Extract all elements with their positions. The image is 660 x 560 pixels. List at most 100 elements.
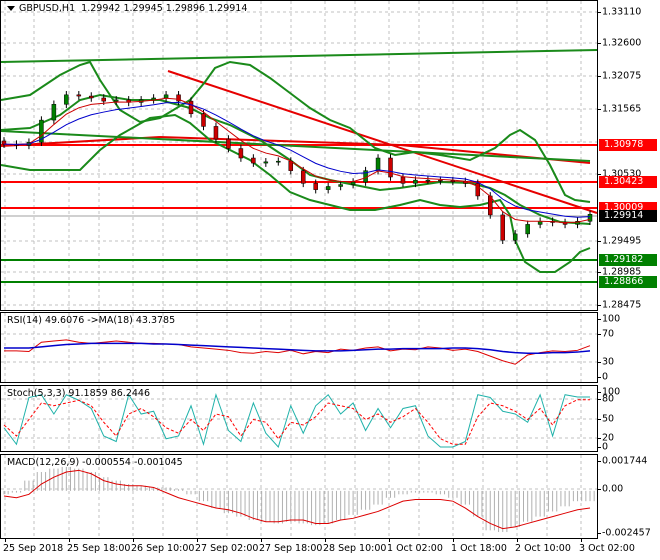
axis-tick [598,334,601,335]
time-axis-label: 1 Oct 02:00 [387,543,443,554]
stochastic-pane[interactable]: Stoch(5,3,3) 91.1859 86.2446 [0,385,598,452]
bullish-candle [575,220,580,225]
bearish-candle [400,176,406,184]
bullish-candle [113,99,119,102]
bearish-candle [226,138,231,149]
rsi-ma-line [4,342,591,354]
bullish-candle [350,181,356,185]
stoch-main-line [3,393,590,448]
bollinger-upper [0,60,591,203]
stoch-axis-label: 0 [602,441,609,453]
green-trendline [0,49,598,63]
macd-signal-line [3,469,591,530]
time-axis-label: 27 Sep 18:00 [259,543,323,554]
price-axis-label: 1.29495 [602,235,642,247]
macd-axis-label: 0.001744 [602,455,648,467]
axis-tick [598,76,601,77]
stoch-signal-line [3,399,590,445]
stoch-axis-label: 100 [602,386,621,398]
bearish-candle [176,94,181,102]
time-axis-label: 26 Sep 10:00 [131,543,195,554]
axis-tick [598,533,601,534]
time-axis-label: 3 Oct 02:00 [579,543,635,554]
price-level-tag: 1.30423 [599,176,657,188]
price-axis-label: 1.28985 [602,266,642,278]
rsi-title: RSI(14) 49.6076 ->MA(18) 43.3785 [7,315,176,326]
moving-average-fast [3,97,591,224]
bearish-candle [388,157,393,178]
rsi-axis-label: 0 [602,371,609,383]
time-tick [517,538,518,542]
axis-tick [598,438,601,439]
price-axis-label: 1.32600 [602,37,642,49]
axis-tick [598,241,601,242]
time-axis-label: 2 Oct 10:00 [515,543,571,554]
macd-pane[interactable]: MACD(12,26,9) -0.000554 -0.001045 [0,454,598,539]
bullish-candle [413,179,418,184]
price-axis-label: 1.33110 [602,6,642,18]
bullish-candle [39,119,44,143]
axis-tick [598,399,601,400]
symbol-title: GBPUSD,H1 [19,3,76,14]
price-axis-label: 1.31565 [602,103,642,115]
axis-tick [598,419,601,420]
bullish-candle [512,233,518,241]
stoch-title: Stoch(5,3,3) 91.1859 86.2446 [7,388,151,399]
time-tick [389,538,390,542]
bullish-candle [325,186,331,190]
bearish-candle [89,95,94,99]
macd-axis-label: 0.00 [602,483,624,495]
bearish-candle [438,179,443,182]
time-tick [453,538,454,542]
bearish-candle [251,157,256,164]
rsi-pane[interactable]: RSI(14) 49.6076 ->MA(18) 43.3785 [0,312,598,383]
time-tick [325,538,326,542]
bullish-candle [587,214,593,222]
bullish-candle [375,157,381,171]
stoch-axis-label: 80 [602,393,615,405]
bullish-candle [163,94,169,99]
rsi-axis-label: 70 [602,328,615,340]
bearish-candle [450,180,456,183]
main-price-pane[interactable]: GBPUSD,H1 1.29942 1.29945 1.29896 1.2991… [0,0,598,311]
time-tick [197,538,198,542]
red-trendline [159,136,401,146]
rsi-axis-label: 100 [602,313,621,325]
price-level-tag: 1.30978 [599,139,657,151]
time-tick [261,538,262,542]
rsi-line [4,339,591,365]
macd-axis-label: -0.002457 [602,527,651,539]
axis-tick [598,43,601,44]
bearish-candle [238,148,244,159]
price-axis-label: 1.32075 [602,70,642,82]
moving-average-slow [3,101,591,218]
axis-tick [598,489,601,490]
price-axis-label: 1.28475 [602,299,642,311]
bullish-candle [276,160,281,163]
axis-tick [598,305,601,306]
price-level-tag: 1.29182 [599,254,657,266]
bearish-candle [76,94,82,97]
time-tick [581,538,582,542]
triangle-down-icon[interactable] [7,6,15,11]
bullish-candle [525,224,530,235]
axis-tick [598,109,601,110]
bearish-candle [213,126,219,140]
time-tick [69,538,70,542]
time-axis-label: 25 Sep 2018 [3,543,64,554]
axis-tick [598,377,601,378]
time-axis-label: 1 Oct 18:00 [451,543,507,554]
bearish-candle [475,183,481,197]
bearish-candle [201,113,206,127]
bearish-candle [101,97,106,102]
green-trendline [0,130,591,162]
price-axis-label: 1.30530 [602,168,642,180]
bullish-candle [51,104,57,121]
bollinger-lower [0,113,591,273]
bearish-candle [500,214,505,241]
stoch-axis-label: 50 [602,413,615,425]
bullish-candle [64,94,69,105]
rsi-axis-label: 30 [602,356,615,368]
axis-tick [598,174,601,175]
